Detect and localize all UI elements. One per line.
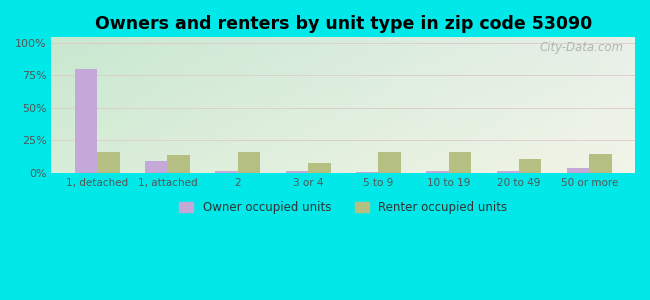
Bar	[238, 152, 260, 173]
Bar	[567, 168, 590, 173]
Bar	[378, 152, 401, 173]
Bar	[215, 170, 238, 173]
Bar	[145, 161, 168, 173]
Bar	[426, 170, 448, 173]
Bar	[356, 172, 378, 173]
Text: City-Data.com: City-Data.com	[540, 41, 623, 54]
Bar	[590, 154, 612, 173]
Legend: Owner occupied units, Renter occupied units: Owner occupied units, Renter occupied un…	[174, 196, 512, 219]
Bar	[497, 170, 519, 173]
Bar	[98, 152, 120, 173]
Title: Owners and renters by unit type in zip code 53090: Owners and renters by unit type in zip c…	[95, 15, 592, 33]
Bar	[308, 163, 331, 173]
Bar	[75, 69, 98, 173]
Bar	[448, 152, 471, 173]
Bar	[285, 170, 308, 173]
Bar	[519, 159, 541, 173]
Bar	[168, 155, 190, 173]
